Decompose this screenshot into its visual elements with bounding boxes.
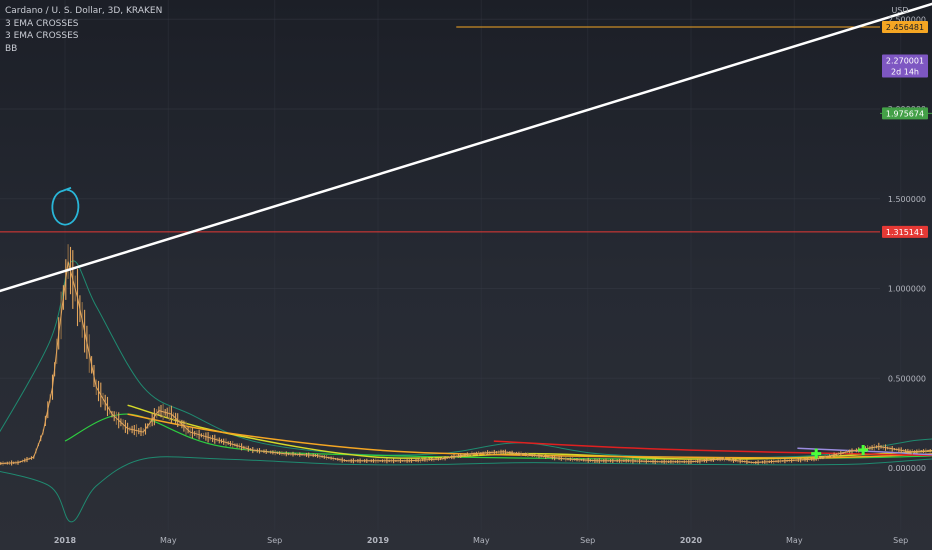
x-tick-label: May (786, 536, 803, 545)
x-tick-label: Sep (580, 536, 595, 545)
ema-purple-line (797, 447, 932, 456)
ema-green-line (64, 413, 932, 460)
legend-indicator-2: 3 EMA CROSSES (5, 31, 79, 41)
ema-lines (64, 404, 932, 460)
time-axis: 2018MaySep2019MaySep2020MaySep2021MaySep… (54, 536, 908, 545)
level-tag-bg-2 (882, 21, 928, 34)
x-tick-label: Sep (267, 536, 282, 545)
x-tick-label: May (473, 536, 490, 545)
y-tick-label: 2.500000 (888, 15, 926, 24)
x-tick-label: Sep (893, 536, 908, 545)
ema-cross-marker-0 (811, 448, 822, 459)
emphasis-circle-0 (51, 186, 80, 226)
level-tag-bg-4 (882, 225, 928, 238)
current-price-tag (882, 54, 928, 78)
ema-red-line (493, 440, 932, 457)
bb-lower-line (0, 456, 932, 523)
y-tick-label: 0.500000 (888, 374, 926, 383)
legend-indicator-3: BB (5, 43, 18, 54)
current-price-label: 2.270001 (886, 57, 924, 66)
legend-indicator-1: 3 EMA CROSSES (5, 18, 79, 29)
drawings (0, 0, 932, 459)
ema-orange-line (127, 413, 932, 459)
x-tick-label: May (160, 536, 177, 545)
y-tick-label: 1.000000 (888, 285, 926, 294)
ema-cross-marker-1 (858, 445, 869, 456)
y-tick-label: 1.500000 (888, 195, 926, 204)
x-tick-label: 2020 (680, 536, 703, 545)
level-tag-label-3: 1.975674 (886, 109, 924, 118)
ema-yellow-line (127, 404, 932, 460)
trendline (0, 0, 932, 305)
level-tag-label-4: 1.315141 (886, 228, 924, 237)
price-line (0, 261, 932, 465)
bar-countdown-label: 2d 14h (891, 68, 919, 77)
x-tick-label: 2018 (54, 536, 77, 545)
chart-legend: Cardano / U. S. Dollar, 3D, KRAKEN 3 EMA… (5, 5, 162, 55)
legend-title: Cardano / U. S. Dollar, 3D, KRAKEN (5, 6, 163, 16)
price-axis: USD5.0000004.5000004.0000003.5000003.000… (882, 6, 928, 473)
bb-upper-line (0, 260, 932, 458)
x-tick-label: 2019 (367, 536, 390, 545)
bollinger-bands (0, 260, 932, 523)
axis-currency: USD (891, 6, 908, 15)
y-tick-label: 0.000000 (888, 464, 926, 473)
price-series (0, 244, 932, 466)
horizontal-levels: TP1TP1Support (0, 26, 932, 233)
level-tag-bg-3 (882, 107, 928, 120)
level-tag-label-2: 2.456481 (886, 23, 924, 32)
